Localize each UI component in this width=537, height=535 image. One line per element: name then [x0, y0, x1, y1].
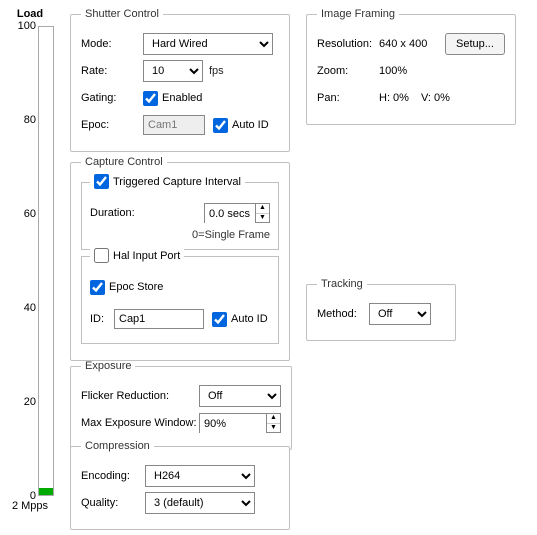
resolution-value: 640 x 400 [379, 38, 437, 50]
capture-autoid-text: Auto ID [231, 313, 268, 325]
panel-title: Compression [81, 440, 154, 452]
triggered-text: Triggered Capture Interval [113, 176, 241, 188]
load-bar [38, 26, 54, 496]
encoding-select[interactable]: H264 [145, 465, 255, 487]
pan-h-value: H: 0% [379, 92, 409, 104]
max-exposure-stepper[interactable]: ▲ ▼ [199, 413, 281, 433]
epoc-store-toggle[interactable]: Epoc Store [90, 276, 163, 298]
panel-title: Tracking [317, 278, 367, 290]
load-scale: 100806040200 [0, 26, 60, 496]
gating-toggle[interactable]: Enabled [143, 91, 202, 106]
autoid-text: Auto ID [232, 119, 269, 131]
duration-label: Duration: [90, 207, 150, 219]
shutter-control-panel: Shutter Control Mode: Hard Wired Rate: 1… [70, 8, 290, 152]
rate-unit: fps [209, 65, 224, 77]
epoc-input [143, 115, 205, 135]
quality-label: Quality: [81, 497, 145, 509]
panel-title: Shutter Control [81, 8, 163, 20]
load-panel: Load 100806040200 2 Mpps [0, 8, 60, 512]
panel-title: Image Framing [317, 8, 399, 20]
autoid-checkbox[interactable] [213, 118, 228, 133]
zoom-value: 100% [379, 65, 407, 77]
epoc-label: Epoc: [81, 119, 143, 131]
epoc-store-checkbox[interactable] [90, 280, 105, 295]
rate-label: Rate: [81, 65, 143, 77]
mode-select[interactable]: Hard Wired [143, 33, 273, 55]
duration-stepper[interactable]: ▲ ▼ [204, 203, 270, 223]
scale-tick: 60 [24, 208, 36, 220]
gating-label: Gating: [81, 92, 143, 104]
triggered-interval-group: Triggered Capture Interval Duration: ▲ ▼… [81, 182, 279, 250]
encoding-label: Encoding: [81, 470, 145, 482]
panel-title: Exposure [81, 360, 135, 372]
epoc-store-text: Epoc Store [109, 281, 163, 293]
compression-panel: Compression Encoding: H264 Quality: 3 (d… [70, 440, 290, 530]
duration-up-icon[interactable]: ▲ [256, 204, 269, 214]
mode-label: Mode: [81, 38, 143, 50]
load-fill [39, 488, 53, 495]
scale-tick: 80 [24, 114, 36, 126]
hal-checkbox[interactable] [94, 248, 109, 263]
exposure-panel: Exposure Flicker Reduction: Off Max Expo… [70, 360, 292, 450]
scale-tick: 0 [30, 490, 36, 502]
triggered-checkbox[interactable] [94, 174, 109, 189]
max-exposure-input[interactable] [200, 414, 266, 434]
hal-port-group: Hal Input Port Epoc Store ID: Auto ID [81, 256, 279, 344]
quality-select[interactable]: 3 (default) [145, 492, 255, 514]
scale-tick: 40 [24, 302, 36, 314]
autoid-toggle[interactable]: Auto ID [213, 118, 269, 133]
scale-tick: 20 [24, 396, 36, 408]
flicker-select[interactable]: Off [199, 385, 281, 407]
capture-autoid-checkbox[interactable] [212, 312, 227, 327]
load-title: Load [0, 8, 60, 20]
method-label: Method: [317, 308, 369, 320]
pan-v-value: V: 0% [421, 92, 450, 104]
rate-select[interactable]: 10 [143, 60, 203, 82]
tracking-panel: Tracking Method: Off [306, 278, 456, 341]
max-up-icon[interactable]: ▲ [267, 414, 280, 424]
image-framing-panel: Image Framing Resolution: 640 x 400 Setu… [306, 8, 516, 125]
max-down-icon[interactable]: ▼ [267, 424, 280, 433]
setup-button[interactable]: Setup... [445, 33, 505, 55]
max-exposure-label: Max Exposure Window: [81, 417, 199, 429]
zoom-label: Zoom: [317, 65, 379, 77]
panel-title: Capture Control [81, 156, 167, 168]
gating-text: Enabled [162, 92, 202, 104]
scale-tick: 100 [18, 20, 36, 32]
duration-note: 0=Single Frame [90, 229, 270, 241]
id-label: ID: [90, 313, 114, 325]
resolution-label: Resolution: [317, 38, 379, 50]
duration-down-icon[interactable]: ▼ [256, 214, 269, 223]
hal-text: Hal Input Port [113, 250, 180, 262]
duration-input[interactable] [205, 204, 255, 224]
gating-checkbox[interactable] [143, 91, 158, 106]
flicker-label: Flicker Reduction: [81, 390, 199, 402]
pan-label: Pan: [317, 92, 379, 104]
capture-control-panel: Capture Control Triggered Capture Interv… [70, 156, 290, 361]
triggered-toggle[interactable]: Triggered Capture Interval [90, 174, 245, 189]
id-input[interactable] [114, 309, 204, 329]
method-select[interactable]: Off [369, 303, 431, 325]
capture-autoid-toggle[interactable]: Auto ID [212, 312, 268, 327]
hal-toggle[interactable]: Hal Input Port [90, 248, 184, 263]
